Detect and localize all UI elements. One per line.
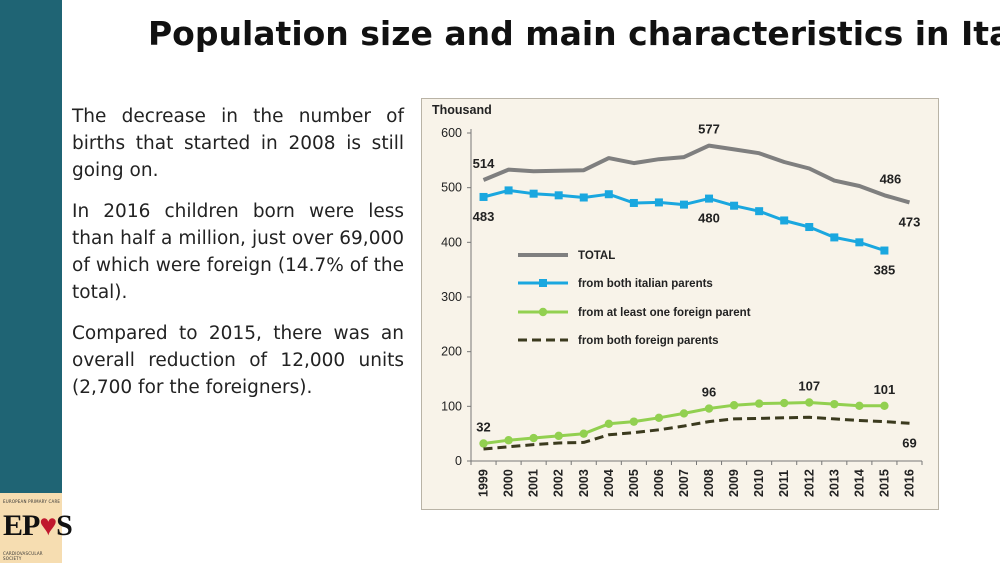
data-point-1 bbox=[654, 198, 663, 207]
series-line-1 bbox=[483, 188, 885, 252]
data-point-1 bbox=[805, 223, 814, 232]
x-tick-label: 2002 bbox=[552, 469, 566, 497]
slide-title: Population size and main characteristics… bbox=[148, 14, 1000, 53]
x-tick-label: 2014 bbox=[852, 469, 866, 497]
data-point-1 bbox=[479, 192, 488, 201]
y-tick-label: 500 bbox=[441, 181, 462, 195]
data-point-2 bbox=[779, 398, 789, 408]
data-point-2 bbox=[654, 413, 664, 423]
data-point-1 bbox=[679, 200, 688, 209]
epcvs-logo: EUROPEAN PRIMARY CARE EP♥S CARDIOVASCULA… bbox=[0, 493, 73, 563]
paragraph-3: Compared to 2015, there was an overall r… bbox=[72, 323, 404, 398]
heart-icon: ♥ bbox=[39, 509, 57, 542]
legend-label-3: from both foreign parents bbox=[578, 335, 719, 347]
data-point-2 bbox=[529, 433, 538, 443]
y-tick-label: 400 bbox=[441, 235, 462, 249]
data-point-1 bbox=[529, 189, 538, 198]
data-point-2 bbox=[629, 417, 639, 426]
legend-label-1: from both italian parents bbox=[578, 278, 713, 290]
x-tick-label: 2005 bbox=[627, 469, 641, 497]
data-label: 514 bbox=[473, 156, 495, 171]
data-point-2 bbox=[679, 409, 689, 418]
series-line-2 bbox=[483, 401, 885, 445]
x-tick-label: 2007 bbox=[677, 469, 691, 497]
x-tick-label: 2004 bbox=[602, 469, 616, 497]
data-label: 69 bbox=[902, 435, 916, 450]
x-tick-label: 2003 bbox=[577, 469, 591, 497]
data-label: 483 bbox=[473, 209, 495, 224]
logo-wordmark: EP♥S bbox=[3, 509, 73, 542]
data-point-2 bbox=[855, 401, 864, 410]
legend-marker-1 bbox=[539, 279, 547, 287]
chart-frame: Thousand 0 100 200 300 400 500 600 1999 2000 2001 2… bbox=[421, 98, 939, 510]
data-point-1 bbox=[730, 201, 739, 210]
body-text: The decrease in the number of births tha… bbox=[72, 103, 404, 415]
data-label: 480 bbox=[698, 211, 720, 226]
data-label: 107 bbox=[798, 379, 820, 394]
data-label: 32 bbox=[476, 420, 490, 435]
data-point-2 bbox=[579, 429, 588, 438]
births-chart: Thousand 0 100 200 300 400 500 600 1999 2000 2001 2… bbox=[432, 103, 923, 497]
x-tick-label: 2016 bbox=[902, 469, 916, 497]
x-tick-label: 2008 bbox=[702, 469, 716, 497]
paragraph-1: The decrease in the number of births tha… bbox=[72, 106, 404, 181]
data-point-2 bbox=[880, 401, 889, 410]
data-point-1 bbox=[579, 193, 588, 202]
data-point-1 bbox=[880, 246, 889, 255]
data-label: 96 bbox=[702, 385, 716, 400]
series-line-0 bbox=[482, 143, 911, 205]
data-label: 473 bbox=[899, 214, 921, 229]
data-point-2 bbox=[504, 436, 513, 445]
data-point-1 bbox=[629, 198, 638, 207]
data-point-2 bbox=[554, 431, 563, 441]
data-point-2 bbox=[805, 398, 814, 407]
x-tick-label: 2010 bbox=[752, 469, 766, 497]
x-tick-label: 2013 bbox=[827, 469, 841, 497]
data-point-1 bbox=[504, 186, 513, 195]
y-tick-label: 600 bbox=[441, 126, 462, 140]
data-label: 385 bbox=[874, 263, 896, 278]
x-tick-label: 2000 bbox=[502, 469, 516, 497]
data-point-1 bbox=[755, 207, 764, 216]
logo-ring-top: EUROPEAN PRIMARY CARE bbox=[3, 499, 61, 504]
data-point-1 bbox=[830, 233, 839, 242]
y-axis-label: Thousand bbox=[432, 103, 492, 117]
data-point-2 bbox=[604, 419, 614, 429]
data-point-1 bbox=[780, 216, 789, 225]
data-point-2 bbox=[830, 399, 839, 409]
series-line-3 bbox=[483, 415, 910, 451]
data-point-2 bbox=[479, 439, 488, 448]
y-tick-label: 200 bbox=[441, 345, 462, 359]
x-tick-label: 2009 bbox=[727, 469, 741, 497]
data-label: 101 bbox=[874, 382, 896, 397]
data-label: 577 bbox=[698, 122, 720, 137]
legend-label-2: from at least one foreign parent bbox=[578, 307, 751, 319]
data-point-1 bbox=[554, 191, 563, 200]
data-point-2 bbox=[704, 404, 714, 413]
data-point-2 bbox=[729, 401, 739, 410]
y-tick-label: 0 bbox=[455, 454, 462, 468]
data-label: 486 bbox=[880, 171, 902, 186]
x-tick-label: 2012 bbox=[802, 469, 816, 497]
legend-marker-2 bbox=[538, 307, 548, 317]
x-tick-label: 2001 bbox=[527, 469, 541, 497]
x-tick-label: 1999 bbox=[477, 469, 491, 497]
legend-label-0: TOTAL bbox=[578, 250, 615, 262]
x-tick-label: 2006 bbox=[652, 469, 666, 497]
y-tick-label: 300 bbox=[441, 290, 462, 304]
data-point-2 bbox=[754, 399, 764, 408]
logo-ring-bottom: CARDIOVASCULAR SOCIETY bbox=[3, 551, 43, 561]
data-point-1 bbox=[705, 194, 714, 203]
x-tick-label: 2011 bbox=[777, 470, 791, 497]
sidebar-band bbox=[0, 0, 62, 493]
y-tick-label: 100 bbox=[441, 399, 462, 413]
data-point-1 bbox=[604, 190, 613, 199]
paragraph-2: In 2016 children born were less than hal… bbox=[72, 201, 404, 303]
x-tick-label: 2015 bbox=[877, 469, 891, 497]
data-point-1 bbox=[855, 238, 864, 247]
